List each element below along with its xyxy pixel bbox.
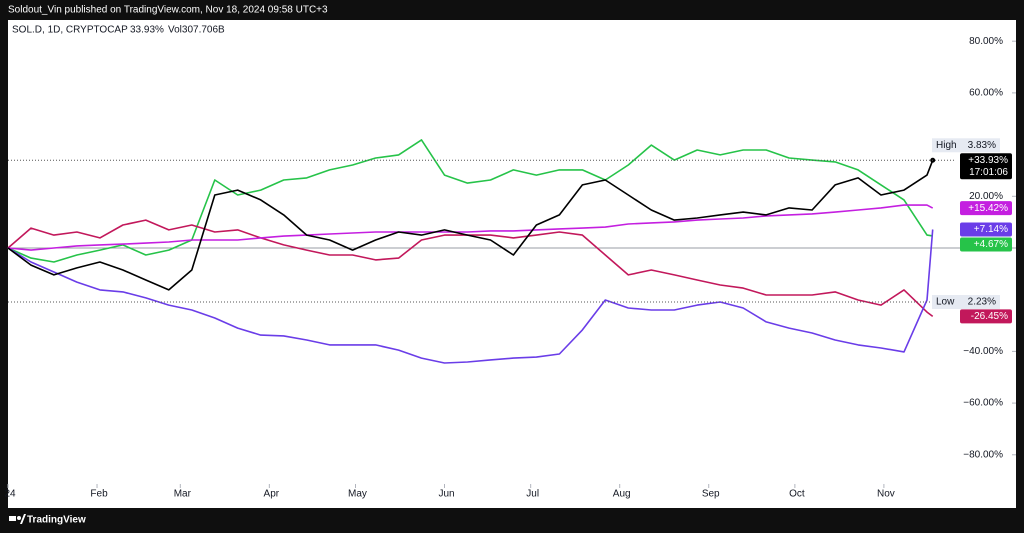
low-label: Low <box>936 297 955 308</box>
x-tick-label: May <box>348 489 367 500</box>
y-tick-label: 20.00% <box>969 191 1003 202</box>
value-label: -26.45% <box>971 311 1008 322</box>
y-tick-label: −60.00% <box>963 398 1003 409</box>
logo <box>9 514 26 524</box>
value-label-box <box>960 222 1012 237</box>
x-tick-label: Feb <box>90 489 108 500</box>
value-label-box <box>960 237 1012 252</box>
value-label-box <box>960 201 1012 216</box>
series-line <box>7 204 934 251</box>
high-label: High <box>936 140 957 151</box>
y-tick-label: −40.00% <box>963 346 1003 357</box>
series-line <box>7 160 934 291</box>
symbol: SOL.D, 1D, CRYPTOCAP <box>12 25 128 36</box>
plot-background <box>8 20 1016 508</box>
volume: Vol307.706B <box>168 25 225 36</box>
brand[interactable]: TradingView <box>27 515 86 526</box>
low-box <box>932 295 1000 309</box>
series-line <box>7 219 934 318</box>
value-label: +7.14% <box>974 224 1008 235</box>
value-label: +4.67% <box>974 239 1008 250</box>
x-tick-label: Nov <box>877 489 895 500</box>
x-tick-label: Jul <box>526 489 539 500</box>
x-tick-label: Oct <box>789 489 805 500</box>
x-tick-label: Sep <box>702 489 720 500</box>
low-value: 2.23% <box>968 297 996 308</box>
value-label: +33.93% <box>968 155 1008 166</box>
high-value: 3.83% <box>968 140 996 151</box>
y-tick-label: 60.00% <box>969 88 1003 99</box>
x-tick-label: Aug <box>613 489 631 500</box>
value-label: +15.42% <box>968 203 1008 214</box>
published-line: Soldout_Vin published on TradingView.com… <box>8 5 328 16</box>
value-label-box <box>960 309 1012 324</box>
series-line <box>7 229 934 364</box>
x-tick-label: Jun <box>438 489 454 500</box>
y-tick-label: 80.00% <box>969 36 1003 47</box>
value-label-box <box>960 153 1012 180</box>
x-tick-label: 24 <box>4 489 16 500</box>
y-tick-label: −80.00% <box>963 449 1003 460</box>
series-line <box>7 139 933 263</box>
high-box <box>932 138 1000 153</box>
x-tick-label: Apr <box>264 489 280 500</box>
x-tick-label: Mar <box>174 489 192 500</box>
time-label: 17:01:06 <box>969 167 1008 178</box>
change: 33.93% <box>130 25 164 36</box>
